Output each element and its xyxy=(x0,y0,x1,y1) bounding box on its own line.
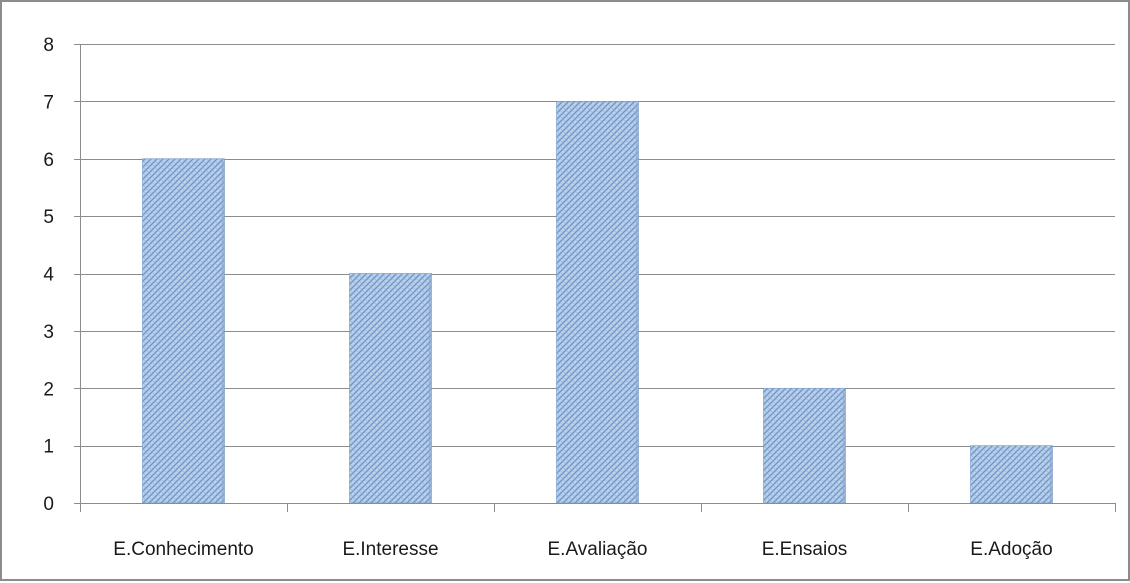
y-tick-labels: 0 1 2 3 4 5 6 7 8 xyxy=(43,35,54,515)
x-tick-label: E.Adoção xyxy=(970,539,1052,560)
bar-E.Ensaios xyxy=(763,387,846,504)
y-tick-label: 5 xyxy=(43,207,54,228)
x-tick-labels: E.Conhecimento E.Interesse E.Avaliação E.En… xyxy=(113,539,1052,560)
y-tick-label: 7 xyxy=(43,92,54,113)
x-tick-label: E.Interesse xyxy=(342,539,438,560)
bar-E.Conhecimento xyxy=(142,158,225,504)
bar-E.Interesse xyxy=(349,273,432,504)
bar-E.Adoção xyxy=(970,445,1053,504)
bar-shadow xyxy=(221,160,225,503)
bar-E.Avaliação xyxy=(556,101,639,504)
y-tick-label: 3 xyxy=(43,322,54,343)
y-tick-label: 4 xyxy=(43,265,54,286)
axes xyxy=(74,44,1116,512)
bar-shadow xyxy=(1049,447,1053,503)
bars xyxy=(142,101,1053,504)
x-tick-label: E.Conhecimento xyxy=(113,539,253,560)
x-tick-label: E.Ensaios xyxy=(762,539,848,560)
y-tick-label: 0 xyxy=(43,494,54,515)
x-tick-label: E.Avaliação xyxy=(548,539,648,560)
bar-shadow xyxy=(635,103,639,503)
y-tick-label: 8 xyxy=(43,35,54,56)
bar-shadow xyxy=(428,275,432,503)
y-tick-label: 6 xyxy=(43,150,54,171)
bar-shadow xyxy=(842,390,846,503)
y-tick-label: 1 xyxy=(43,437,54,458)
y-tick-label: 2 xyxy=(43,379,54,400)
